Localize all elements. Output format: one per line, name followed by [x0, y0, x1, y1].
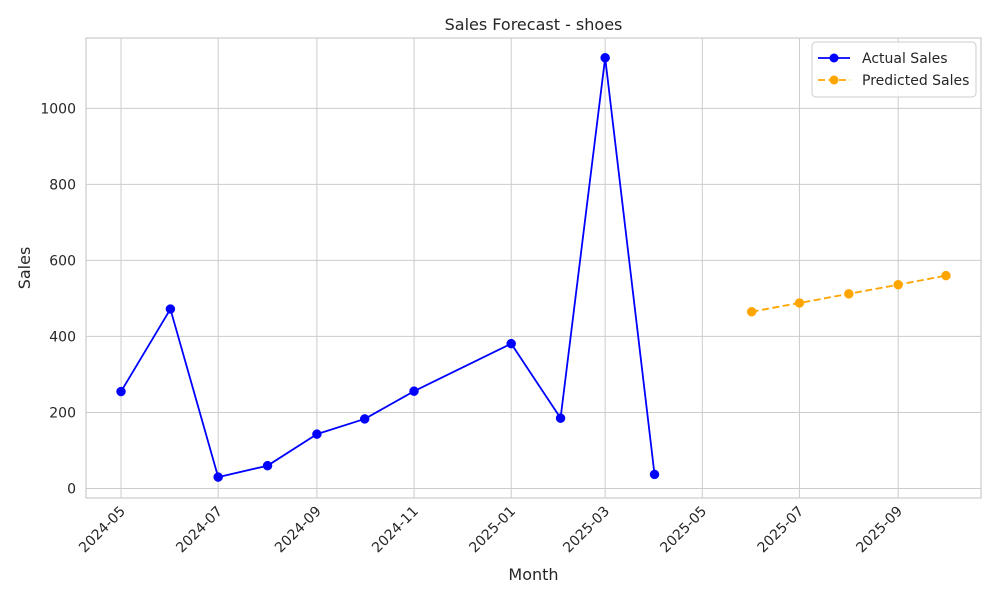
- data-point: [312, 429, 322, 439]
- data-point: [649, 469, 660, 480]
- data-point: [165, 304, 176, 314]
- legend-marker: [829, 53, 839, 63]
- data-point: [116, 386, 126, 397]
- legend-entry: Predicted Sales: [818, 73, 969, 89]
- legend-label: Predicted Sales: [862, 73, 969, 89]
- y-tick-label: 800: [49, 177, 76, 193]
- data-point: [844, 289, 854, 299]
- data-point: [213, 472, 223, 482]
- data-point: [262, 460, 273, 471]
- data-point: [794, 298, 805, 308]
- x-axis-label: Month: [508, 565, 558, 584]
- legend-label: Actual Sales: [862, 51, 948, 67]
- series-2: [746, 270, 951, 317]
- legend: Actual Sales Predicted Sales: [811, 41, 977, 98]
- y-tick-label: 600: [49, 253, 76, 269]
- y-tick-label: 200: [49, 405, 76, 421]
- data-point: [555, 413, 566, 423]
- legend-entry: Actual Sales: [818, 51, 948, 67]
- data-point: [893, 279, 903, 290]
- legend-box: [811, 41, 977, 98]
- y-tick-label: 400: [49, 329, 76, 345]
- series-layer: [116, 53, 951, 482]
- data-point: [409, 386, 419, 396]
- data-point: [506, 338, 516, 349]
- data-point: [600, 53, 610, 63]
- data-point: [746, 306, 757, 317]
- y-tick-label: 1000: [40, 101, 76, 117]
- data-point: [941, 270, 951, 281]
- chart-title: Sales Forecast - shoes: [445, 15, 623, 34]
- plot-frame: [85, 37, 982, 499]
- legend-marker: [829, 75, 839, 85]
- series-1: [116, 53, 660, 482]
- data-point: [359, 414, 370, 424]
- y-tick-label: 0: [67, 481, 76, 497]
- grid-layer: [86, 38, 981, 498]
- y-axis-label: Sales: [15, 247, 34, 290]
